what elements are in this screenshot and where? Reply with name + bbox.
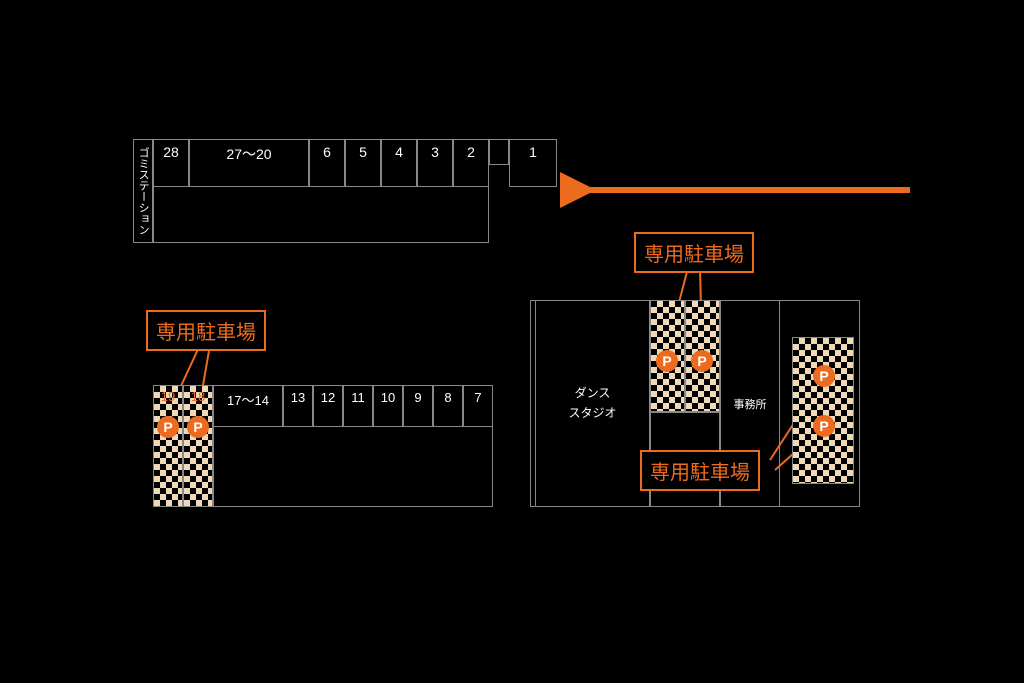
stall-top-27～20: 27～20 — [189, 139, 309, 187]
stall-bottom-8: 8 — [433, 385, 463, 427]
stall-top-2: 2 — [453, 139, 489, 187]
p-mark-2: P — [656, 350, 678, 372]
stall-bottom-7: 7 — [463, 385, 493, 427]
top-spacer — [489, 139, 509, 165]
stall-bottom-11: 11 — [343, 385, 373, 427]
stall-top-6: 6 — [309, 139, 345, 187]
dance-studio: ダンス スタジオ — [535, 300, 650, 507]
stall-bottom-10: 10 — [373, 385, 403, 427]
bottom-block-body — [213, 427, 493, 507]
callout-left: 専用駐車場 — [146, 310, 266, 351]
p-mark-3: P — [691, 350, 713, 372]
p-mark-1: P — [187, 416, 209, 438]
stall-top-3: 3 — [417, 139, 453, 187]
stall-top-5: 5 — [345, 139, 381, 187]
p-mark-5: P — [813, 415, 835, 437]
stall-bottom-12: 12 — [313, 385, 343, 427]
p-mark-0: P — [157, 416, 179, 438]
stall-bottom-9: 9 — [403, 385, 433, 427]
p-mark-4: P — [813, 365, 835, 387]
parking-map: { "colors":{"accent":"#ed6b1f","border":… — [0, 0, 1024, 683]
stall-bottom-13: 13 — [283, 385, 313, 427]
far-right-check — [792, 337, 854, 484]
top-block-body — [153, 187, 489, 243]
gomi-station: ゴミステーション — [133, 139, 153, 243]
stall-label-18: 18 — [183, 389, 213, 404]
stall-top-1: 1 — [509, 139, 557, 187]
callout-right: 専用駐車場 — [640, 450, 760, 491]
stall-top-28: 28 — [153, 139, 189, 187]
stall-bottom-17～14: 17～14 — [213, 385, 283, 427]
callout-mid: 専用駐車場 — [634, 232, 754, 273]
stall-top-4: 4 — [381, 139, 417, 187]
stall-label-19: 19 — [153, 389, 183, 404]
